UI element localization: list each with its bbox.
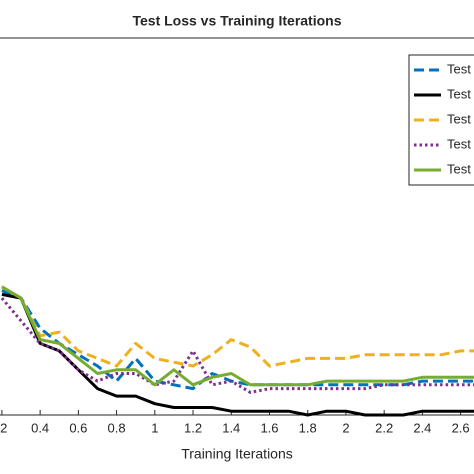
x-tick-label: 0.4: [31, 420, 49, 435]
x-tick-label: 2.2: [375, 420, 393, 435]
chart-title: Test Loss vs Training Iterations: [132, 13, 341, 29]
x-tick-label: 1.4: [222, 420, 240, 435]
x-tick-label: 2: [342, 420, 349, 435]
series-line: [1, 289, 474, 391]
x-tick-label: 1.2: [184, 420, 202, 435]
legend-label: Test f: [447, 136, 474, 151]
x-tick-label: 0.6: [69, 420, 87, 435]
x-tick-label: 0.8: [108, 420, 126, 435]
x-axis-label: Training Iterations: [181, 446, 293, 462]
x-tick-label: 2.4: [413, 420, 431, 435]
legend-label: Test f: [447, 86, 474, 101]
x-tick-label: .2: [0, 420, 7, 435]
x-tick-label: 1.8: [299, 420, 317, 435]
legend-label: Test f: [447, 61, 474, 76]
x-tick-label: 1: [151, 420, 158, 435]
x-tick-label: 2.6: [452, 420, 470, 435]
legend-label: Test f: [447, 111, 474, 126]
x-tick-label: 1.6: [260, 420, 278, 435]
series-line: [0, 297, 474, 394]
series-line: [1, 285, 474, 387]
series-line: [1, 285, 474, 368]
legend-label: Test f: [447, 161, 474, 176]
